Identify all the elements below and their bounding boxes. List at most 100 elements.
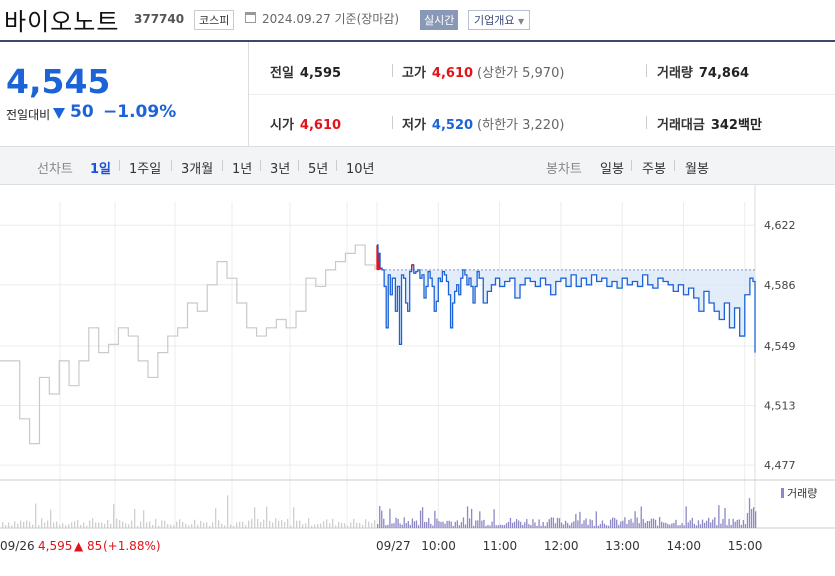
tab-monthly-candle[interactable]: 월봉 — [685, 162, 709, 177]
today-volume-bar — [423, 521, 426, 528]
prev-volume-bar — [41, 518, 43, 528]
tab-1day[interactable]: 1일 — [90, 162, 112, 177]
today-volume-bar — [413, 521, 416, 528]
today-volume-bar — [522, 525, 524, 528]
prev-volume-bar — [272, 522, 274, 528]
tab-weekly-candle[interactable]: 주봉 — [642, 162, 666, 177]
today-volume-bar — [703, 522, 706, 528]
prev-volume-bar — [320, 523, 322, 528]
prev-volume-bar — [332, 518, 334, 528]
prev-volume-bar — [122, 521, 124, 528]
prev-volume-bar — [56, 521, 58, 528]
tab-10year[interactable]: 10년 — [346, 162, 375, 177]
prev-volume-bar — [26, 520, 28, 528]
today-volume-bar — [583, 520, 585, 528]
tab-3month[interactable]: 3개월 — [181, 162, 214, 177]
today-volume-bar — [503, 525, 505, 528]
today-volume-bar — [513, 521, 516, 528]
prev-volume-bar — [359, 522, 361, 528]
prev-volume-bar — [2, 522, 4, 528]
prev-volume-bar — [149, 521, 151, 528]
today-volume-bar — [689, 520, 691, 528]
today-volume-bar — [393, 523, 395, 528]
prev-volume-bar — [107, 520, 109, 528]
today-volume-bar — [642, 519, 644, 528]
today-volume-bar — [575, 513, 577, 528]
prev-volume-bar — [227, 495, 229, 528]
today-volume-bar — [648, 520, 651, 528]
prev-volume-bar — [326, 519, 328, 528]
prev-volume-bar — [161, 520, 163, 528]
price-box: 4,545 전일대비 50 −1.09% — [0, 42, 249, 146]
today-volume-bar — [544, 525, 546, 528]
stock-header: 바이오노트 377740 코스피 2024.09.27 기준(장마감) 실시간 … — [0, 0, 835, 40]
prev-volume-bar — [53, 522, 55, 528]
today-volume-bar — [526, 518, 528, 528]
prev-volume-bar — [242, 521, 244, 528]
today-volume-bar — [505, 523, 508, 528]
today-volume-bar — [389, 508, 391, 528]
today-volume-bar — [718, 505, 720, 528]
prev-volume-bar — [38, 525, 40, 528]
prev-volume-bar — [17, 523, 19, 528]
prev-volume-bar — [362, 524, 364, 528]
today-volume-bar — [677, 525, 679, 528]
prev-volume-bar — [365, 519, 367, 528]
today-volume-bar — [630, 518, 632, 528]
prev-volume-bar — [344, 523, 346, 528]
today-volume-bar — [536, 525, 538, 528]
today-volume-bar — [661, 521, 663, 528]
prev-volume-bar — [116, 518, 118, 528]
today-volume-bar — [632, 522, 634, 528]
prev-volume-bar — [11, 525, 13, 528]
today-volume-bar — [589, 519, 591, 528]
today-volume-bar — [520, 521, 522, 528]
today-volume-bar — [552, 517, 555, 528]
x-tick-label: 10:00 — [421, 539, 456, 553]
prev-volume-bar — [47, 520, 49, 528]
tab-daily-candle[interactable]: 일봉 — [600, 162, 624, 177]
x-tick-label: 13:00 — [605, 539, 640, 553]
prev-volume-bar — [248, 520, 250, 528]
corp-overview-button[interactable]: 기업개요 ▼ — [468, 10, 531, 30]
today-volume-bar — [446, 520, 448, 528]
prev-volume-bar — [368, 521, 370, 528]
today-up-segments — [376, 244, 414, 270]
today-volume-bar — [587, 524, 589, 528]
y-tick-label: 4,513 — [764, 400, 796, 413]
today-volume-bar — [577, 520, 579, 528]
today-volume-bar — [391, 523, 393, 528]
prev-volume-bar — [260, 522, 262, 528]
today-volume-bar — [434, 510, 436, 528]
today-volume-bar — [699, 524, 702, 528]
prev-volume-bar — [119, 520, 121, 528]
today-volume-bar — [454, 521, 456, 528]
today-volume-bar — [595, 511, 597, 528]
basis-date: 2024.09.27 기준(장마감) — [262, 12, 400, 26]
tab-1week[interactable]: 1주일 — [129, 162, 162, 177]
tab-5year[interactable]: 5년 — [308, 162, 329, 177]
today-volume-bar — [383, 518, 385, 528]
tab-1year[interactable]: 1년 — [232, 162, 253, 177]
today-area — [377, 245, 755, 353]
prev-volume-bar — [77, 519, 79, 528]
prev-volume-bar — [203, 522, 205, 528]
prev-close: 전일 4,595 — [270, 66, 342, 81]
today-volume-bar — [710, 522, 712, 528]
today-volume-bar — [534, 522, 536, 528]
prev-volume-bar — [350, 522, 352, 528]
prev-volume-bar — [314, 524, 316, 528]
today-volume-bar — [609, 519, 612, 528]
today-volume-bar — [736, 519, 738, 528]
tab-3year[interactable]: 3년 — [270, 162, 291, 177]
prev-day-pct: (+1.88%) — [103, 539, 161, 553]
today-price-line — [377, 244, 756, 353]
realtime-badge[interactable]: 실시간 — [420, 10, 459, 30]
prev-volume-bar — [317, 524, 319, 528]
today-volume-bar — [669, 524, 671, 528]
today-volume-bar — [399, 523, 401, 528]
today-volume-bar — [430, 523, 432, 528]
today-volume-bar — [714, 517, 716, 528]
prev-volume-bar — [155, 518, 157, 528]
prev-volume-bar — [215, 508, 217, 528]
